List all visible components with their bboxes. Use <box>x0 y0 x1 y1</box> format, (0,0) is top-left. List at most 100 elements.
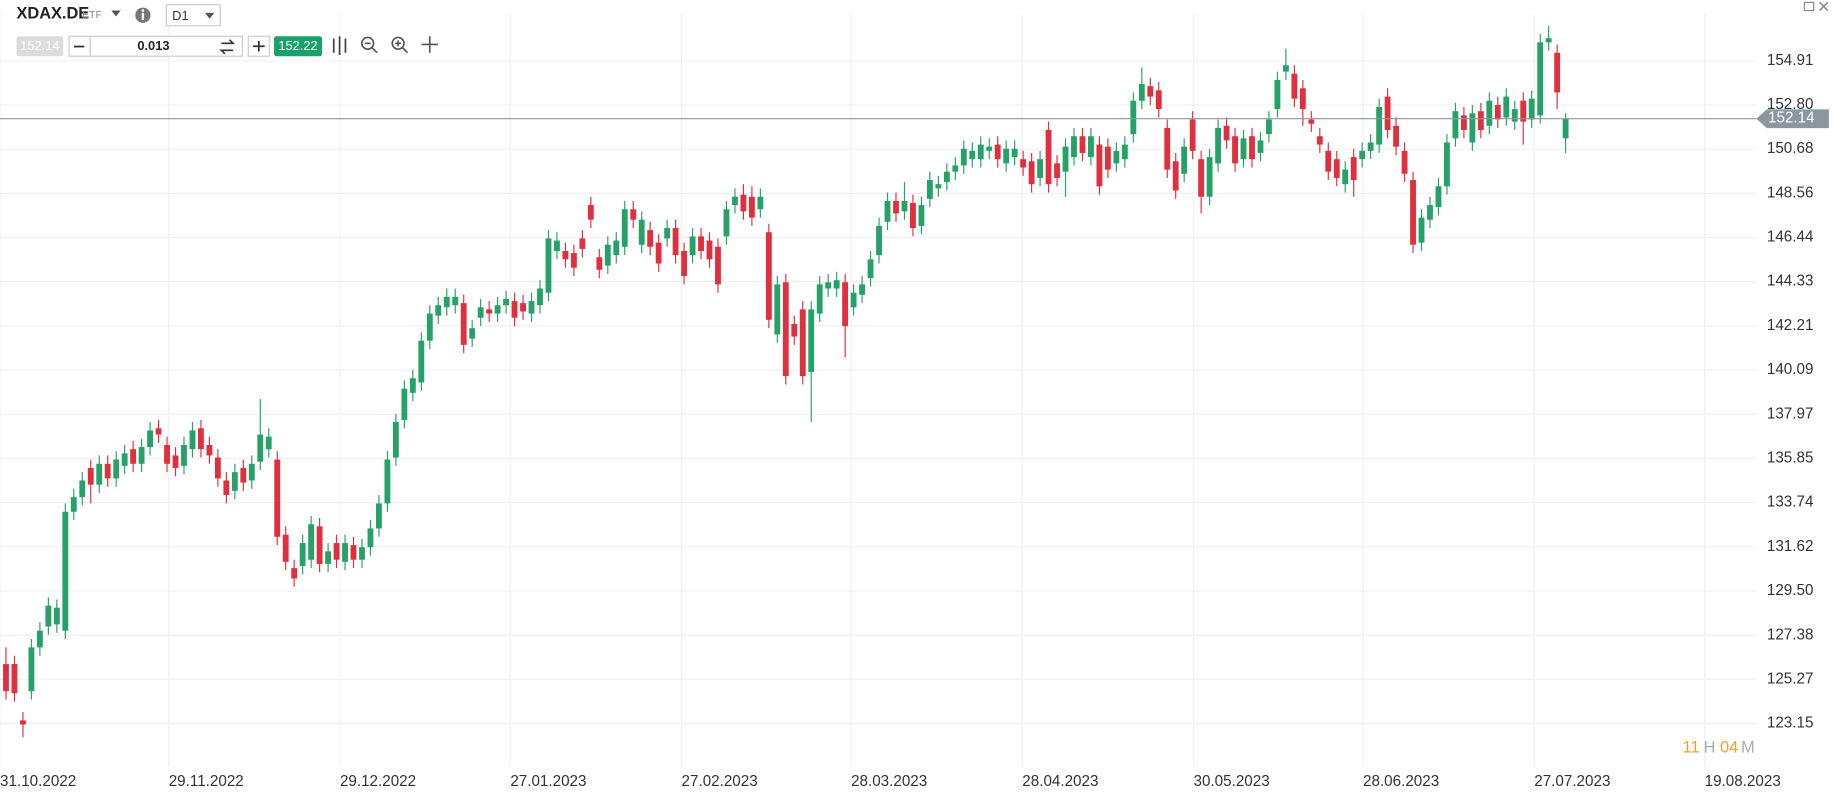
candle-body <box>198 428 204 450</box>
candle-body <box>28 647 35 692</box>
candle-body <box>147 430 154 448</box>
candle-body <box>782 282 789 377</box>
candle-body <box>486 309 493 314</box>
x-tick-label: 28.04.2023 <box>1022 773 1098 790</box>
y-tick-label: 146.44 <box>1767 229 1814 246</box>
candle-body <box>1427 205 1433 220</box>
candle-body <box>1562 118 1569 139</box>
candle-body <box>579 238 586 249</box>
candle-body <box>850 292 857 308</box>
candle-body <box>104 463 111 479</box>
candle-body <box>1325 150 1332 172</box>
candle-body <box>520 303 526 312</box>
candle-body <box>774 284 781 335</box>
candle-body <box>1206 157 1213 197</box>
swap-icon[interactable] <box>219 39 236 55</box>
candles <box>0 25 1757 738</box>
candle-body <box>799 309 806 377</box>
current-price-label: 152.14 <box>1768 110 1815 127</box>
candle-body <box>1308 119 1315 124</box>
candle-body <box>613 240 620 256</box>
candle-body <box>121 453 128 466</box>
candle-body <box>994 144 1001 160</box>
candle-body <box>732 196 738 206</box>
candle-body <box>884 200 891 222</box>
candle-body <box>359 547 365 560</box>
info-glyph-dot <box>141 9 145 12</box>
symbol[interactable]: XDAX.DE <box>16 4 89 22</box>
candle-body <box>1376 107 1383 145</box>
candle-body <box>808 309 815 372</box>
y-tick-label: 144.33 <box>1767 273 1814 290</box>
candle-body <box>1486 100 1493 126</box>
candle-body <box>638 219 645 245</box>
candle-body <box>164 444 170 464</box>
candle-body <box>1477 111 1484 130</box>
candle-body <box>214 457 221 479</box>
candle-body <box>630 209 637 220</box>
candle-body <box>1342 169 1349 185</box>
candle-body <box>1410 180 1416 245</box>
pan-icon[interactable] <box>421 36 438 53</box>
candle-body <box>248 463 255 481</box>
candle-body <box>392 422 399 458</box>
symbol-dropdown[interactable] <box>111 10 121 17</box>
candle-body <box>45 605 52 627</box>
candle-body <box>791 323 798 337</box>
y-tick-label: 135.85 <box>1767 450 1814 467</box>
candle-body <box>87 467 94 485</box>
zoom-in-icon[interactable] <box>391 36 405 50</box>
candle-body <box>1359 150 1366 160</box>
candle-body <box>282 534 289 562</box>
candle-body <box>384 459 391 504</box>
candle-body <box>765 232 772 320</box>
candle-body <box>816 284 823 314</box>
candle-body <box>1147 86 1154 97</box>
candle-body <box>418 340 425 383</box>
candle-body <box>1520 100 1527 122</box>
y-tick-label: 137.97 <box>1767 405 1814 422</box>
candle-body <box>1452 111 1459 139</box>
y-tick-label: 152.80 <box>1767 96 1814 113</box>
candle-body <box>1435 186 1442 208</box>
candle-body <box>274 459 281 537</box>
maximize-icon[interactable] <box>1803 1 1815 12</box>
y-tick-label: 148.56 <box>1767 184 1814 201</box>
candle-body <box>960 148 967 166</box>
candle-body <box>1045 129 1052 185</box>
x-tick-label: 27.02.2023 <box>682 773 758 790</box>
candle-body <box>918 205 925 226</box>
candle-body <box>316 526 323 564</box>
y-tick-label: 131.62 <box>1767 538 1814 555</box>
interval-select[interactable] <box>165 4 221 27</box>
ask-button[interactable] <box>274 36 323 57</box>
candle-body <box>376 503 382 529</box>
candle-body <box>206 444 213 456</box>
candle-body <box>952 165 959 172</box>
chart-type-icon[interactable] <box>332 36 347 56</box>
interval: D1 <box>172 8 188 23</box>
x-tick-label: 30.05.2023 <box>1194 773 1270 790</box>
candle-body <box>740 194 747 212</box>
candle-body <box>1130 100 1137 135</box>
candle-body <box>1418 217 1425 243</box>
current-price-tag <box>1756 109 1829 129</box>
candle-body <box>1164 127 1171 170</box>
volume-input[interactable] <box>89 35 244 57</box>
bid-button[interactable] <box>16 36 64 57</box>
candle-body <box>452 296 459 306</box>
candle-body <box>443 296 450 308</box>
candle-body <box>1460 115 1467 130</box>
candle-body <box>409 378 416 393</box>
candle-body <box>833 280 840 289</box>
zoom-in-glyph <box>395 40 409 54</box>
candle-body <box>1028 161 1035 185</box>
close-icon[interactable] <box>1819 1 1829 12</box>
y-tick-label: 129.50 <box>1767 582 1814 599</box>
candle-body <box>1503 96 1510 118</box>
zoom-out-icon[interactable] <box>361 36 375 50</box>
candle-body <box>1215 127 1222 164</box>
x-tick-label: 27.07.2023 <box>1534 773 1610 790</box>
candle-body <box>1545 38 1552 43</box>
candle-body <box>20 720 26 725</box>
